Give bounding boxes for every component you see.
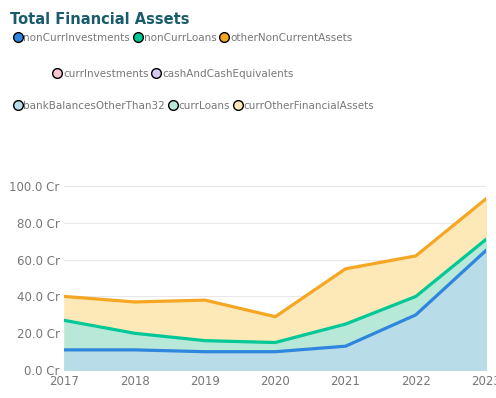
Text: Total Financial Assets: Total Financial Assets [10,12,189,27]
Legend: bankBalancesOtherThan32, currLoans, currOtherFinancialAssets: bankBalancesOtherThan32, currLoans, curr… [15,101,374,111]
